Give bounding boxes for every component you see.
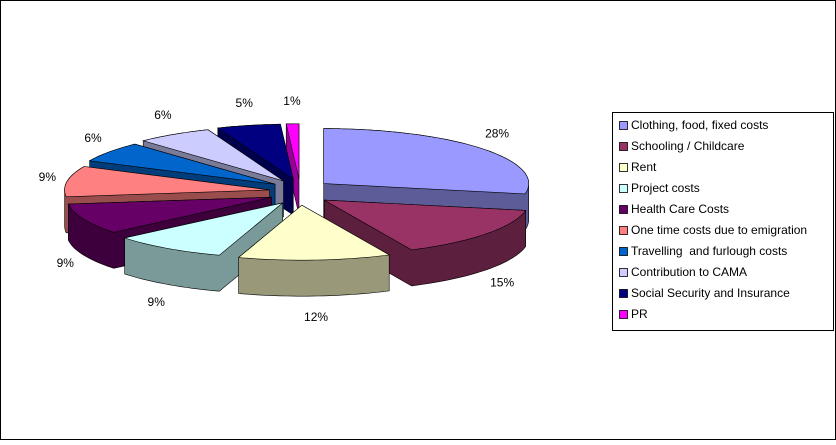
- data-label: 28%: [485, 127, 509, 141]
- data-label: 15%: [490, 275, 514, 289]
- legend-box: [612, 112, 834, 331]
- legend-swatch: [619, 247, 628, 256]
- slice-top: [323, 128, 529, 195]
- legend-swatch: [619, 184, 628, 193]
- legend-swatch: [619, 142, 628, 151]
- legend-label: Clothing, food, fixed costs: [631, 118, 768, 132]
- data-label: 6%: [84, 131, 102, 145]
- slice-top: [123, 202, 283, 256]
- slice-top: [285, 123, 300, 179]
- legend-label: Travelling and furlough costs: [631, 244, 787, 258]
- legend-label: PR: [631, 307, 648, 321]
- slice-top: [88, 143, 276, 185]
- data-label: 9%: [39, 170, 57, 184]
- legend-swatch: [619, 310, 628, 319]
- legend-swatch: [619, 226, 628, 235]
- legend-swatch: [619, 289, 628, 298]
- legend-swatch: [619, 268, 628, 277]
- data-label: 9%: [57, 256, 75, 270]
- legend-label: Social Security and Insurance: [631, 286, 790, 300]
- legend-swatch: [619, 205, 628, 214]
- legend-label: Rent: [631, 160, 657, 174]
- data-label: 1%: [283, 94, 301, 108]
- legend-swatch: [619, 121, 628, 130]
- legend-label: Health Care Costs: [631, 202, 729, 216]
- data-label: 12%: [304, 310, 328, 324]
- slice-top: [67, 196, 272, 233]
- slice-top: [216, 123, 294, 180]
- slice-top: [142, 129, 284, 182]
- slice-top: [64, 166, 270, 198]
- legend-label: Contribution to CAMA: [631, 265, 747, 279]
- legend-swatch: [619, 163, 628, 172]
- slice-top: [237, 204, 391, 261]
- data-label: 5%: [236, 96, 254, 110]
- data-label: 6%: [154, 108, 172, 122]
- legend-label: Project costs: [631, 181, 700, 195]
- data-label: 9%: [148, 295, 166, 309]
- legend-label: Schooling / Childcare: [631, 139, 745, 153]
- legend-label: One time costs due to emigration: [631, 223, 807, 237]
- slice-top: [324, 199, 527, 251]
